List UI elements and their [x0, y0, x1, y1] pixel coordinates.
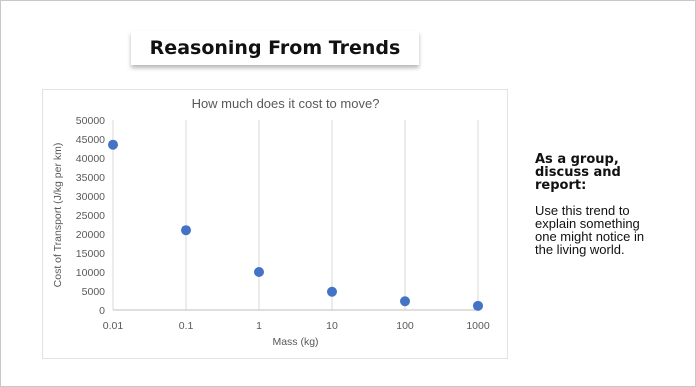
discussion-prompt: As a group, discuss and report: Use this… — [535, 153, 675, 256]
y-tick-label: 15000 — [76, 248, 105, 260]
data-point — [400, 296, 410, 307]
data-point — [181, 225, 191, 236]
data-point — [254, 267, 264, 277]
x-axis-label: Mass (kg) — [272, 336, 318, 348]
prompt-body: Use this trend to explain something one … — [535, 203, 645, 257]
y-tick-label: 0 — [99, 305, 105, 317]
chart-title: How much does it cost to move? — [192, 96, 380, 111]
slide-title: Reasoning From Trends — [149, 37, 401, 59]
y-tick-label: 40000 — [76, 153, 105, 165]
y-tick-label: 10000 — [76, 267, 105, 279]
x-tick-label: 1000 — [466, 320, 490, 332]
y-tick-label: 45000 — [76, 134, 105, 146]
x-tick-label: 0.01 — [103, 320, 124, 332]
y-tick-label: 35000 — [76, 172, 105, 184]
y-tick-label: 20000 — [76, 229, 105, 241]
data-point — [473, 300, 483, 311]
x-tick-label: 10 — [326, 320, 338, 332]
chart-area: How much does it cost to move? 0.01 0.1 1 10… — [42, 89, 508, 359]
x-tick-label: 100 — [396, 320, 414, 332]
y-axis-label: Cost of Transport (J/kg per km) — [52, 143, 64, 288]
scatter-chart: How much does it cost to move? 0.01 0.1 1 10… — [52, 96, 490, 348]
y-tick-label: 30000 — [76, 191, 105, 203]
y-tick-label: 5000 — [82, 286, 106, 298]
data-point — [108, 139, 118, 150]
prompt-heading: As a group, discuss and report: — [535, 152, 621, 193]
y-tick-label: 25000 — [76, 210, 105, 222]
slide-title-box: Reasoning From Trends — [131, 31, 419, 65]
x-tick-label: 1 — [256, 320, 262, 332]
x-tick-label: 0.1 — [179, 320, 194, 332]
data-point — [327, 286, 337, 297]
y-tick-label: 50000 — [76, 115, 105, 127]
